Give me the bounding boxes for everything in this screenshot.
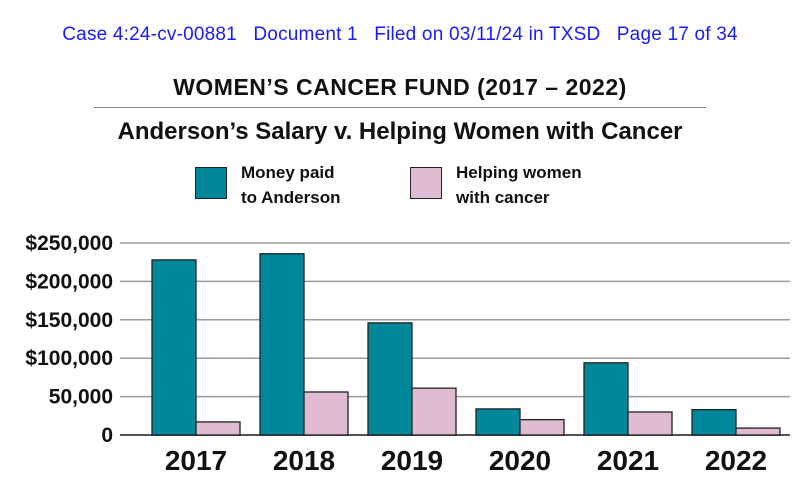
page-heading: WOMEN’S CANCER FUND (2017 – 2022) bbox=[173, 74, 627, 100]
document-header: Case 4:24-cv-00881 Document 1 Filed on 0… bbox=[62, 24, 738, 45]
x-tick-label: 2022 bbox=[705, 445, 767, 476]
bar-helping-women bbox=[735, 427, 781, 436]
legend-label-anderson-line-2: to Anderson bbox=[241, 188, 341, 207]
bar-anderson-salary bbox=[475, 408, 521, 436]
bar-helping-women bbox=[519, 418, 565, 436]
legend-label-helping-line-2: with cancer bbox=[456, 188, 550, 207]
bar-anderson-salary bbox=[259, 253, 305, 436]
x-tick-label: 2020 bbox=[489, 445, 551, 476]
legend-swatch-anderson bbox=[195, 167, 227, 199]
x-tick-label: 2018 bbox=[273, 445, 335, 476]
y-tick-label: $100,000 bbox=[25, 347, 113, 370]
legend-label-helping: Helping women with cancer bbox=[456, 160, 616, 210]
bar-anderson-salary bbox=[151, 259, 197, 436]
y-tick-label: $150,000 bbox=[25, 309, 113, 332]
bar-anderson-salary bbox=[367, 322, 413, 436]
y-tick-label: $200,000 bbox=[25, 270, 113, 293]
bar-helping-women bbox=[195, 421, 241, 436]
bar-anderson-salary bbox=[691, 409, 737, 436]
legend-label-anderson: Money paid to Anderson bbox=[241, 160, 401, 210]
heading-divider bbox=[94, 107, 706, 108]
bar-helping-women bbox=[627, 411, 673, 436]
x-tick-label: 2021 bbox=[597, 445, 659, 476]
y-tick-label: 0 bbox=[101, 424, 113, 447]
legend-label-helping-line-1: Helping women bbox=[456, 163, 582, 182]
legend-swatch-helping bbox=[410, 167, 442, 199]
legend-item-helping: Helping women with cancer bbox=[410, 160, 616, 210]
x-tick-label: 2019 bbox=[381, 445, 443, 476]
bar-anderson-salary bbox=[583, 362, 629, 436]
y-tick-label: $250,000 bbox=[25, 232, 113, 255]
bar-helping-women bbox=[303, 391, 349, 436]
legend-label-anderson-line-1: Money paid bbox=[241, 163, 335, 182]
chart-title: Anderson’s Salary v. Helping Women with … bbox=[117, 118, 683, 145]
bar-helping-women bbox=[411, 387, 457, 436]
y-tick-label: 50,000 bbox=[49, 386, 113, 409]
legend-item-anderson: Money paid to Anderson bbox=[195, 160, 401, 210]
x-tick-label: 2017 bbox=[165, 445, 227, 476]
